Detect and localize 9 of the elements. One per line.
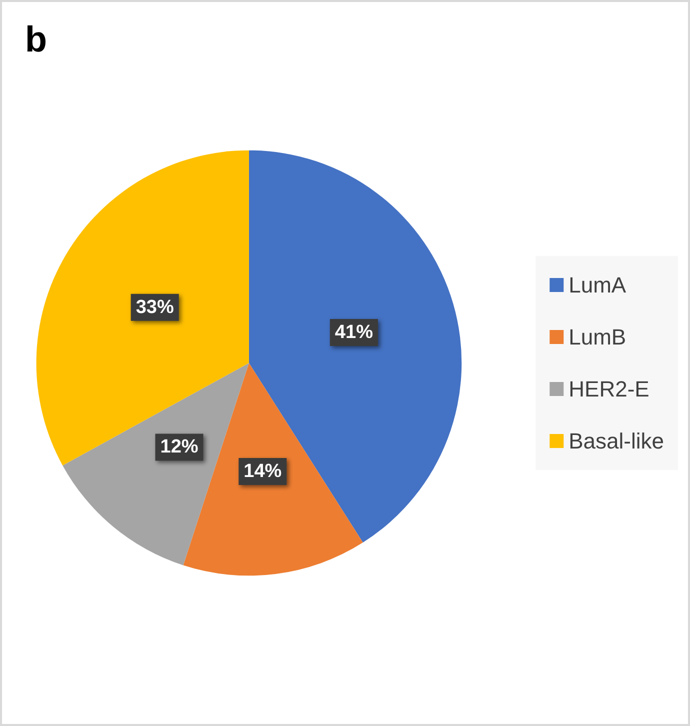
data-label: 33%	[136, 296, 174, 318]
data-label: 12%	[160, 436, 198, 458]
data-label: 14%	[244, 460, 282, 482]
legend-label: Basal-like	[568, 428, 664, 454]
chart-title: b	[25, 18, 47, 60]
legend-label: HER2-E	[568, 376, 650, 402]
legend-label: LumB	[568, 324, 626, 350]
legend-label: LumA	[568, 272, 626, 298]
data-label: 41%	[334, 322, 374, 343]
